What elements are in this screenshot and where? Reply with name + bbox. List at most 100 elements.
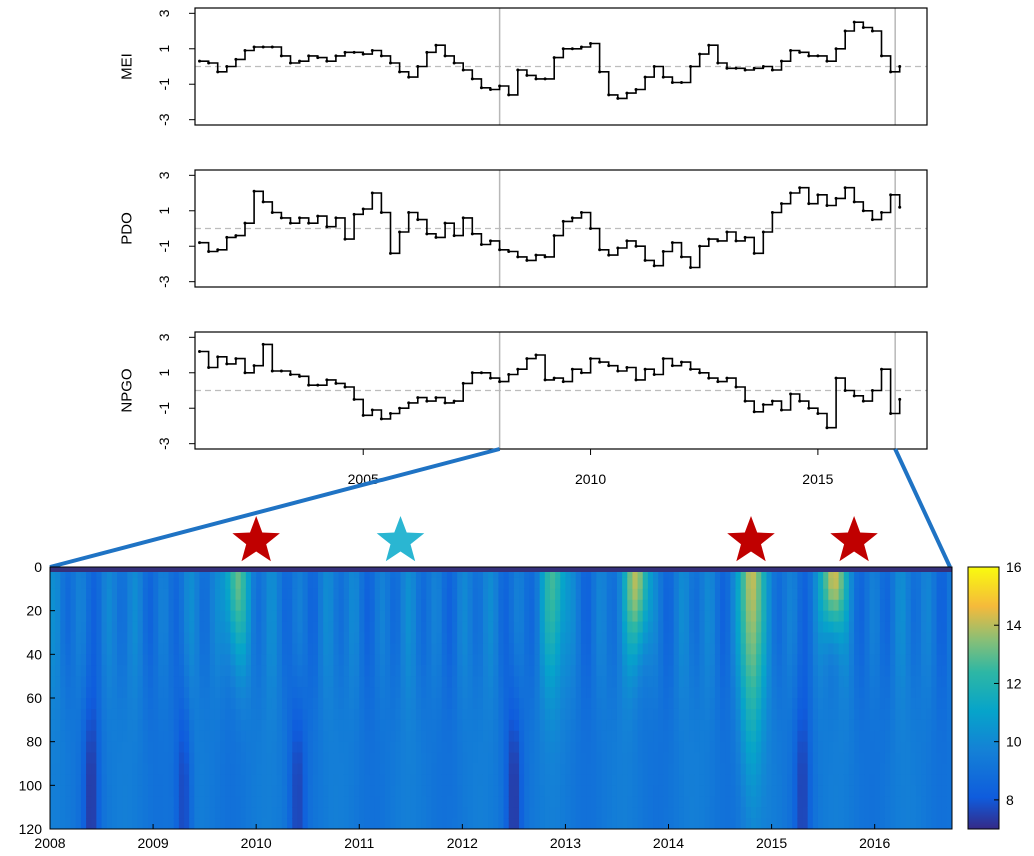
heatmap-cell bbox=[580, 719, 587, 732]
heatmap-cell bbox=[230, 577, 237, 590]
heatmap-cell bbox=[287, 665, 293, 677]
heatmap-cell bbox=[328, 763, 335, 776]
heatmap-cell bbox=[328, 610, 335, 623]
heatmap-cell bbox=[462, 567, 469, 579]
heatmap-cell bbox=[132, 599, 139, 612]
heatmap-cell bbox=[106, 741, 113, 754]
heatmap-cell bbox=[539, 687, 546, 699]
heatmap-cell bbox=[586, 632, 592, 645]
series-point bbox=[307, 54, 311, 58]
heatmap-cell bbox=[642, 763, 649, 776]
heatmap-cell bbox=[235, 796, 242, 808]
heatmap-cell bbox=[905, 676, 912, 688]
heatmap-cell bbox=[740, 708, 747, 721]
heatmap-cell bbox=[900, 763, 907, 776]
heatmap-cell bbox=[632, 577, 639, 590]
heatmap-cell bbox=[163, 610, 170, 623]
heatmap-cell bbox=[364, 676, 371, 688]
heatmap-cell bbox=[874, 698, 881, 710]
colorbar-tick-label: 12 bbox=[1006, 675, 1022, 691]
heatmap-cell bbox=[766, 774, 773, 786]
heatmap-cell bbox=[575, 752, 582, 765]
heatmap-cell bbox=[86, 785, 92, 797]
heatmap-cell bbox=[823, 785, 829, 797]
heatmap-cell bbox=[807, 676, 814, 688]
heatmap-cell bbox=[302, 567, 309, 579]
heatmap-cell bbox=[539, 796, 546, 808]
heatmap-cell bbox=[833, 632, 840, 645]
heatmap-cell bbox=[343, 818, 350, 829]
heatmap-cell bbox=[318, 763, 324, 776]
heatmap-cell bbox=[477, 719, 484, 732]
heatmap-cell bbox=[859, 741, 865, 754]
heatmap-cell bbox=[395, 774, 402, 786]
heatmap-cell bbox=[302, 588, 309, 601]
heatmap-cell bbox=[580, 785, 587, 797]
heatmap-cell bbox=[498, 818, 505, 829]
heatmap-cell bbox=[926, 665, 932, 677]
heatmap-cell bbox=[781, 643, 788, 655]
heatmap-cell bbox=[586, 796, 592, 808]
heatmap-cell bbox=[65, 807, 72, 819]
heatmap-cell bbox=[354, 818, 360, 829]
heatmap-cell bbox=[75, 774, 82, 786]
heatmap-cell bbox=[441, 752, 448, 765]
heatmap-cell bbox=[220, 708, 226, 721]
heatmap-cell bbox=[776, 785, 783, 797]
heatmap-cell bbox=[575, 807, 582, 819]
heatmap-cell bbox=[869, 610, 876, 623]
heatmap-cell bbox=[529, 588, 536, 601]
heatmap-cell bbox=[173, 708, 180, 721]
heatmap-cell bbox=[60, 687, 67, 699]
heatmap-cell bbox=[415, 632, 422, 645]
heatmap-cell bbox=[627, 654, 634, 666]
heatmap-cell bbox=[225, 807, 231, 819]
heatmap-cell bbox=[740, 599, 747, 612]
heatmap-cell bbox=[549, 763, 556, 776]
heatmap-cell bbox=[771, 643, 778, 655]
heatmap-cell bbox=[266, 676, 273, 688]
series-point bbox=[589, 357, 593, 361]
heatmap-cell bbox=[534, 676, 541, 688]
series-point bbox=[643, 367, 647, 371]
series-point bbox=[561, 47, 565, 51]
heatmap-cell bbox=[745, 719, 752, 732]
heatmap-cell bbox=[890, 687, 896, 699]
heatmap-cell bbox=[312, 719, 319, 732]
heatmap-cell bbox=[132, 567, 139, 579]
heatmap-cell bbox=[529, 730, 536, 743]
heatmap-cell bbox=[941, 654, 948, 666]
heatmap-cell bbox=[70, 610, 77, 623]
heatmap-cell bbox=[936, 588, 943, 601]
heatmap-cell bbox=[220, 774, 226, 786]
heatmap-cell bbox=[70, 654, 77, 666]
heatmap-cell bbox=[683, 796, 690, 808]
heatmap-cell bbox=[756, 676, 762, 688]
heatmap-cell bbox=[910, 730, 917, 743]
heatmap-cell bbox=[338, 730, 345, 743]
heatmap-cell bbox=[385, 741, 391, 754]
heatmap-cell bbox=[776, 763, 783, 776]
heatmap-cell bbox=[415, 621, 422, 634]
heatmap-cell bbox=[704, 665, 711, 677]
heatmap-cell bbox=[539, 807, 546, 819]
heatmap-cell bbox=[534, 741, 541, 754]
heatmap-cell bbox=[926, 676, 932, 688]
heatmap-cell bbox=[622, 752, 628, 765]
heatmap-cell bbox=[178, 610, 185, 623]
heatmap-cell bbox=[565, 741, 572, 754]
heatmap-cell bbox=[941, 621, 948, 634]
heatmap-cell bbox=[503, 687, 510, 699]
heatmap-cell bbox=[653, 610, 659, 623]
heatmap-cell bbox=[477, 796, 484, 808]
heatmap-cell bbox=[761, 774, 768, 786]
heatmap-cell bbox=[859, 610, 865, 623]
heatmap-cell bbox=[704, 588, 711, 601]
heatmap-cell bbox=[343, 796, 350, 808]
series-point bbox=[689, 65, 693, 68]
heatmap-cell bbox=[539, 818, 546, 829]
heatmap-cell bbox=[611, 654, 618, 666]
heatmap-cell bbox=[75, 676, 82, 688]
heatmap-cell bbox=[683, 654, 690, 666]
heatmap-cell bbox=[364, 796, 371, 808]
